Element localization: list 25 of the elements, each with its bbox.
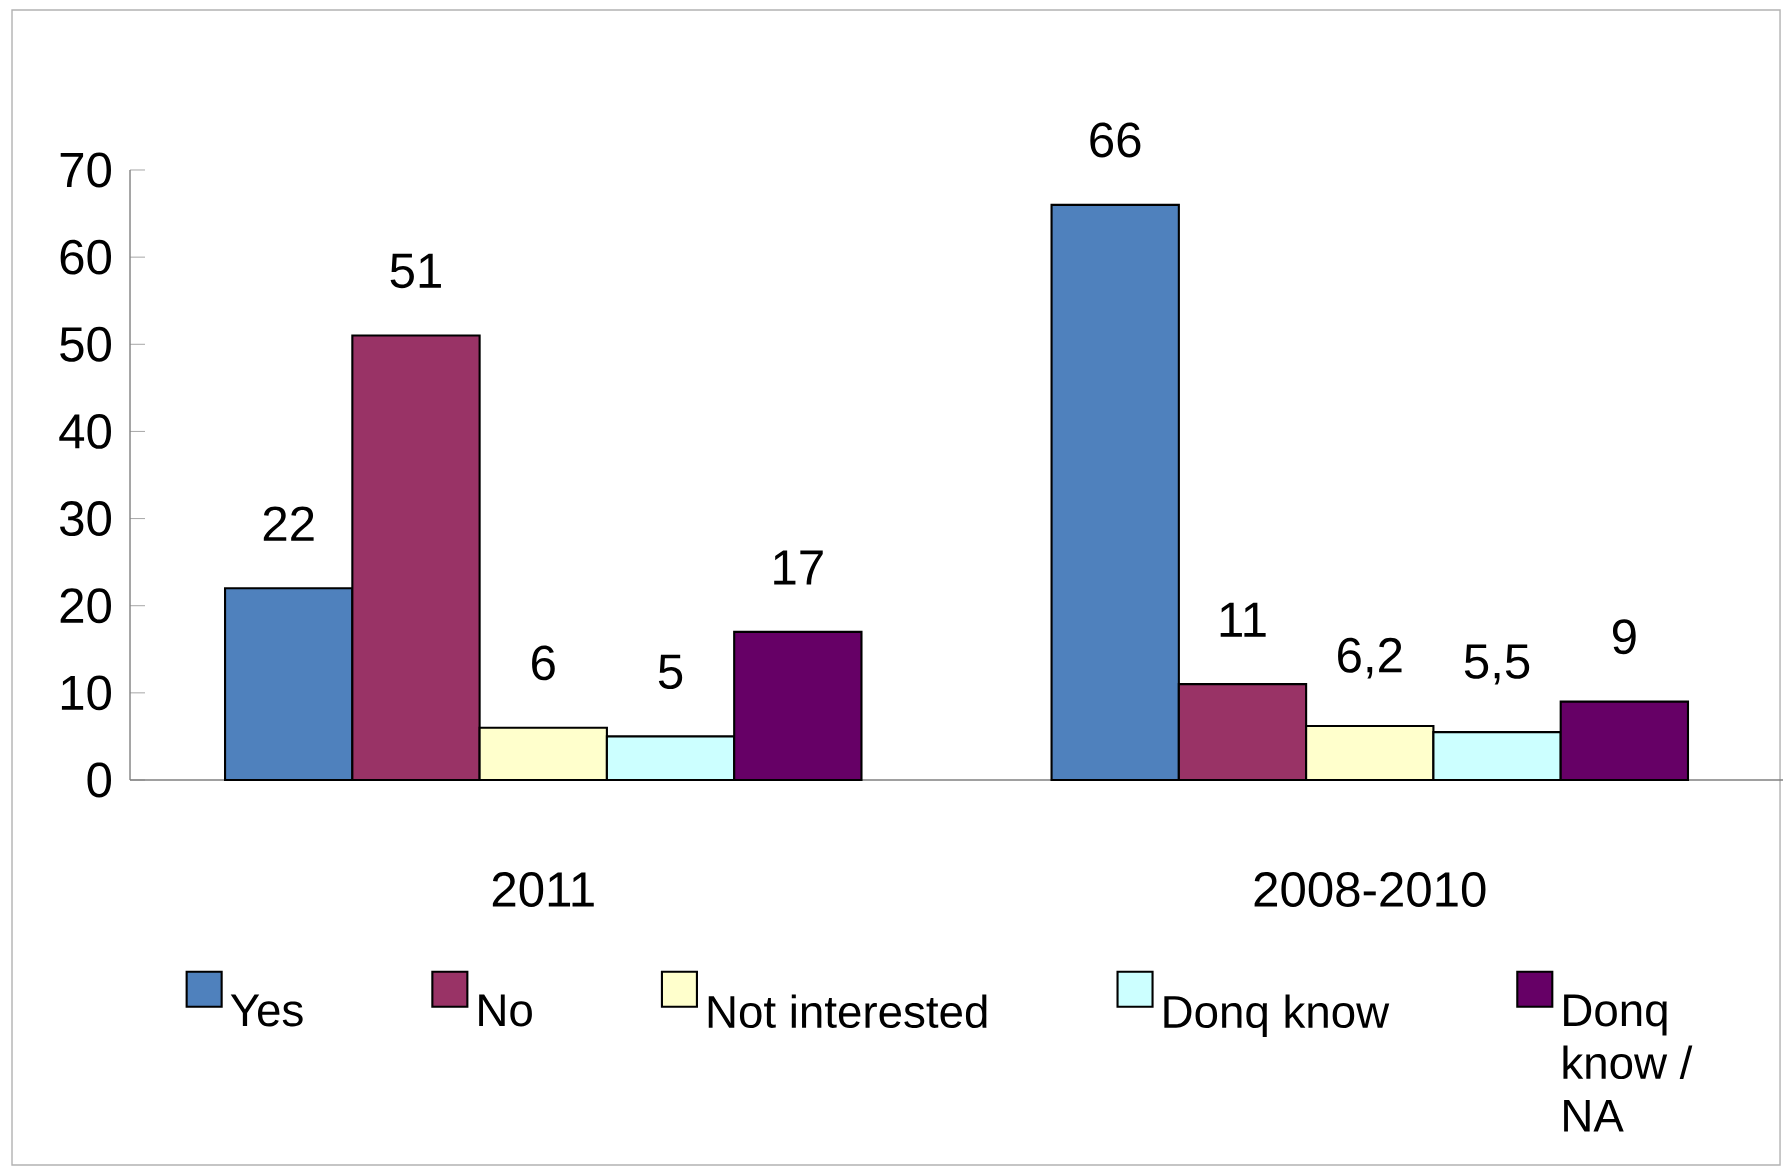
x-tick-label: 2008-2010 <box>1254 872 1486 907</box>
y-tick-label: 60 <box>60 239 111 275</box>
legend-label: Donq know / NA <box>1563 994 1693 1132</box>
data-label: 11 <box>1220 602 1266 637</box>
y-tick-label: 30 <box>60 501 111 536</box>
data-label: 9 <box>1612 619 1636 655</box>
legend-label: Not interested <box>708 994 987 1029</box>
legend-label: Yes <box>230 994 303 1027</box>
y-tick-label: 10 <box>61 675 111 711</box>
data-label: 6 <box>532 645 555 681</box>
data-label: 17 <box>774 550 823 585</box>
data-label: 5 <box>658 654 683 689</box>
y-tick-label: 40 <box>59 413 111 449</box>
data-label: 5,5 <box>1464 644 1530 685</box>
y-tick-label: 0 <box>87 762 112 798</box>
legend-label: Donq know <box>1164 994 1390 1038</box>
legend-label: No <box>479 994 532 1027</box>
x-tick-label: 2011 <box>492 872 594 907</box>
y-tick-label: 20 <box>60 588 111 624</box>
data-label: 66 <box>1090 122 1141 158</box>
data-label: 22 <box>263 506 314 541</box>
data-label: 51 <box>390 253 441 289</box>
y-tick-label: 50 <box>60 326 111 362</box>
data-label: 6,2 <box>1338 637 1402 679</box>
y-tick-label: 70 <box>60 152 111 188</box>
